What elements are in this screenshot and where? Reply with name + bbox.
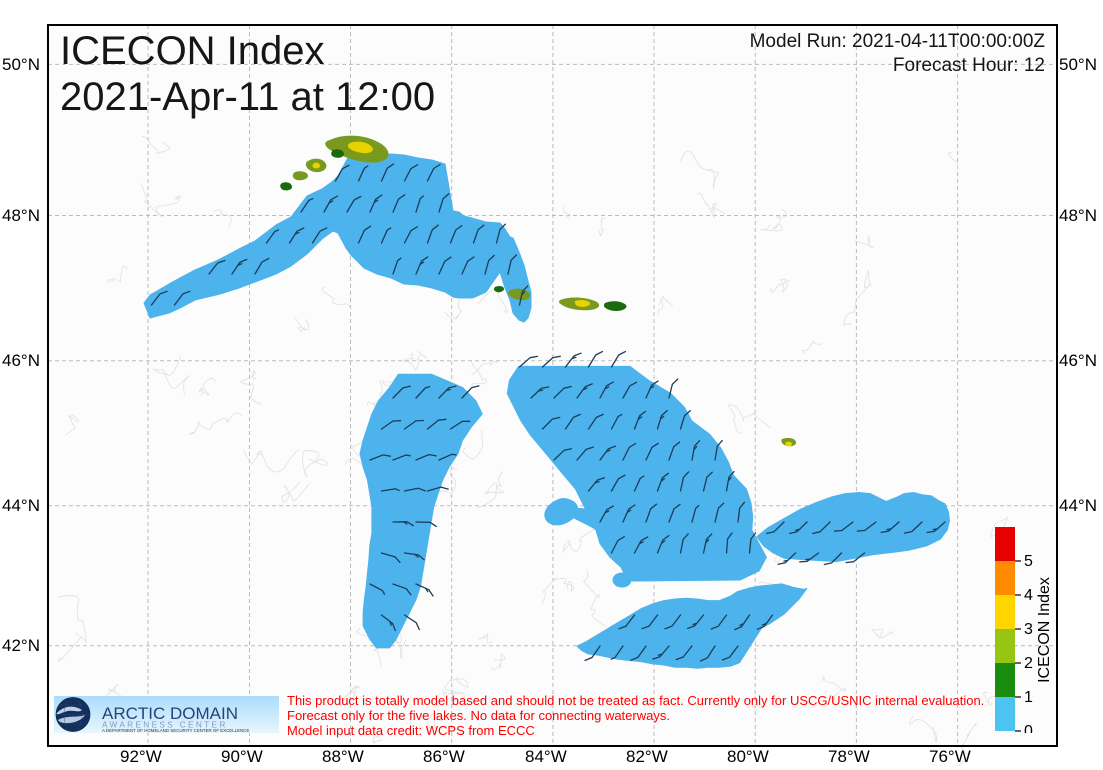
svg-text:A DEPARTMENT OF HOMELAND SECUR: A DEPARTMENT OF HOMELAND SECURITY CENTER…: [102, 728, 249, 733]
svg-text:1: 1: [1024, 689, 1033, 706]
svg-text:ICECON Index: ICECON Index: [1036, 577, 1053, 683]
svg-text:5: 5: [1024, 553, 1033, 570]
svg-text:2: 2: [1024, 655, 1033, 672]
svg-text:0: 0: [1024, 723, 1033, 733]
svg-text:3: 3: [1024, 621, 1033, 638]
svg-text:4: 4: [1024, 587, 1033, 604]
